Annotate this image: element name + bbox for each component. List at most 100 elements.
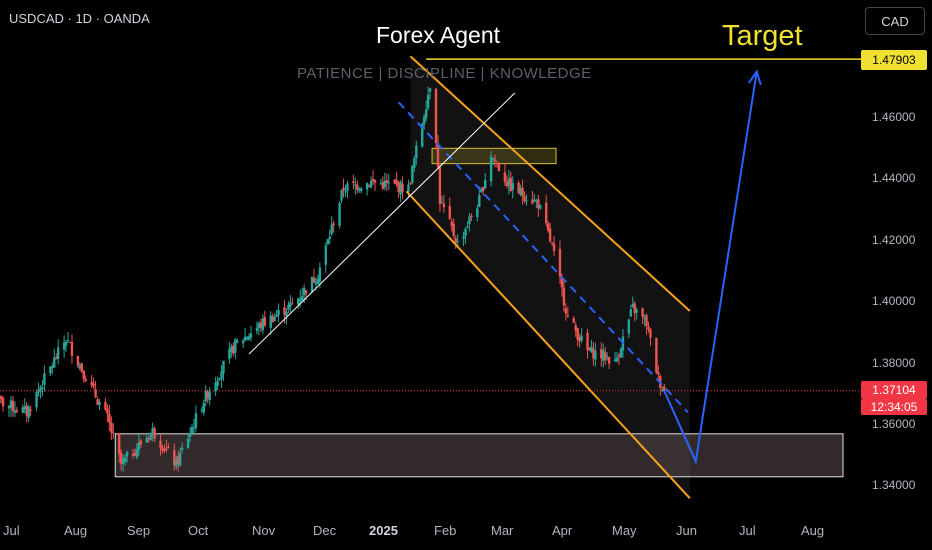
- candle-body: [332, 223, 335, 226]
- candle-body: [247, 336, 251, 340]
- x-tick-label: Aug: [64, 523, 88, 538]
- x-tick-label: Sep: [127, 523, 151, 538]
- candle-body: [49, 366, 52, 374]
- candle-body: [324, 245, 328, 265]
- candle-body: [283, 307, 286, 315]
- y-tick-label: 1.46000: [872, 110, 916, 124]
- candle-body: [314, 282, 318, 285]
- candle-body: [594, 350, 597, 360]
- candle-body: [580, 335, 583, 341]
- candle-body: [566, 315, 570, 317]
- candle-body: [94, 389, 97, 398]
- candle-body: [519, 187, 522, 195]
- candle-body: [338, 203, 341, 226]
- candle-body: [592, 348, 595, 359]
- candle-body: [222, 360, 225, 374]
- candle-body: [273, 316, 276, 322]
- candle-body: [110, 422, 113, 433]
- candle-body: [546, 223, 550, 231]
- candle-body: [11, 400, 15, 411]
- currency-button[interactable]: CAD: [865, 7, 925, 35]
- candle-body: [340, 189, 343, 201]
- candle-body: [271, 316, 274, 323]
- candle-body: [450, 221, 453, 227]
- projection-arrowhead: [747, 69, 762, 86]
- candle-body: [232, 345, 235, 354]
- candle-body: [643, 317, 646, 320]
- y-tick-label: 1.42000: [872, 233, 916, 247]
- candle-body: [631, 303, 634, 307]
- candle-body: [64, 341, 68, 346]
- candle-body: [590, 346, 593, 353]
- candle-body: [387, 182, 390, 184]
- candle-body: [204, 390, 207, 402]
- candle-body: [629, 309, 633, 317]
- candle-body: [493, 159, 497, 162]
- candle-body: [285, 311, 288, 317]
- x-tick-label: Oct: [188, 523, 209, 538]
- candle-body: [200, 409, 204, 411]
- candle-body: [507, 179, 511, 186]
- candle-body: [230, 346, 233, 353]
- x-tick-label: Jul: [3, 523, 20, 538]
- candle-body: [489, 156, 493, 182]
- candle-body: [153, 428, 156, 439]
- y-tick-label: 1.44000: [872, 171, 916, 185]
- candle-body: [316, 278, 320, 284]
- candle-body: [245, 337, 249, 340]
- candle-body: [82, 370, 85, 379]
- candle-body: [531, 199, 534, 204]
- candle-body: [76, 355, 80, 366]
- candle-body: [145, 438, 148, 443]
- watermark-title: Forex Agent: [376, 22, 501, 48]
- x-tick-label: Jul: [739, 523, 756, 538]
- candle-body: [55, 357, 58, 359]
- candle-body: [468, 216, 471, 224]
- candle-body: [657, 371, 660, 375]
- candle-body: [78, 365, 82, 369]
- candle-body: [434, 88, 438, 143]
- candle-body: [393, 179, 396, 184]
- candle-body: [68, 342, 72, 344]
- candle-body: [564, 308, 568, 314]
- support-zone: [114, 433, 844, 478]
- x-tick-label: Jun: [676, 523, 697, 538]
- y-tick-label: 1.34000: [872, 478, 916, 492]
- candle-body: [249, 333, 253, 338]
- candle-body: [27, 406, 30, 418]
- candle-body: [511, 182, 514, 190]
- candle-body: [236, 340, 239, 343]
- candle-body: [422, 116, 426, 125]
- candle-body: [202, 403, 206, 413]
- candle-body: [415, 145, 418, 159]
- candle-body: [480, 188, 483, 193]
- candle-body: [70, 341, 74, 356]
- candle-body: [269, 315, 272, 328]
- candle-body: [462, 236, 465, 239]
- candle-body: [186, 438, 190, 448]
- y-tick-label: 1.40000: [872, 294, 916, 308]
- candle-body: [117, 433, 121, 454]
- candle-body: [421, 123, 424, 147]
- candle-body: [133, 453, 137, 456]
- candle-body: [241, 340, 245, 344]
- candle-body: [383, 180, 387, 188]
- candle-body: [635, 309, 638, 313]
- candle-body: [39, 387, 42, 392]
- candle-body: [43, 373, 46, 385]
- candle-body: [135, 448, 139, 458]
- candle-body: [442, 203, 446, 208]
- candle-body: [456, 240, 459, 242]
- candle-body: [478, 195, 481, 207]
- candle-body: [602, 350, 605, 361]
- candle-body: [615, 357, 619, 362]
- candle-body: [330, 224, 333, 234]
- candle-body: [600, 349, 603, 359]
- watermark-subtitle: PATIENCE | DISCIPLINE | KNOWLEDGE: [297, 65, 592, 82]
- last-price-label: 1.37104: [861, 381, 927, 399]
- candle-body: [523, 196, 526, 202]
- candle-body: [356, 184, 359, 190]
- candle-body: [401, 184, 404, 192]
- candle-body: [51, 366, 54, 369]
